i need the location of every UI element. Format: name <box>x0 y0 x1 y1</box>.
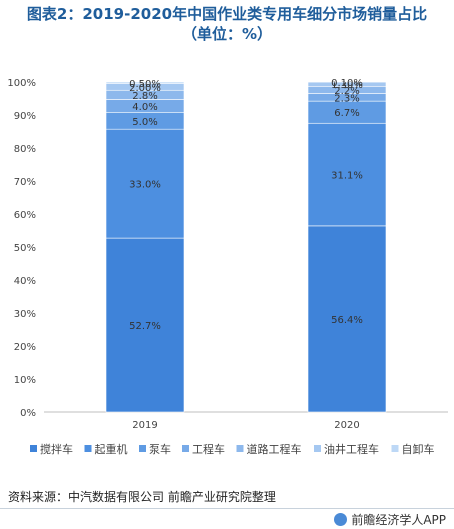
y-tick-label: 30% <box>14 309 36 320</box>
legend-label: 泵车 <box>149 442 171 456</box>
chart-title: 图表2：2019-2020年中国作业类专用车细分市场销量占比 （单位：%） <box>0 4 454 44</box>
brand-logo-icon <box>334 513 348 526</box>
y-tick-label: 10% <box>14 375 36 386</box>
legend-label: 搅拌车 <box>40 442 73 456</box>
data-label: 2.3% <box>334 93 359 104</box>
y-tick-label: 40% <box>14 276 36 287</box>
legend-swatch <box>139 445 146 452</box>
data-label: 4.0% <box>132 102 157 113</box>
y-tick-label: 90% <box>14 111 36 122</box>
brand-footer: 前瞻经济学人APP <box>334 511 446 528</box>
legend-label: 自卸车 <box>402 442 435 456</box>
chart-title-line2: （单位：%） <box>181 25 273 43</box>
legend-label: 油井工程车 <box>324 442 379 456</box>
y-tick-label: 100% <box>7 78 36 89</box>
legend-label: 道路工程车 <box>247 442 302 456</box>
data-label: 52.7% <box>129 321 161 332</box>
data-label: 56.4% <box>331 315 363 326</box>
legend-swatch <box>236 445 244 452</box>
y-tick-label: 80% <box>14 144 36 155</box>
footer-divider <box>0 508 454 509</box>
y-tick-label: 60% <box>14 210 36 221</box>
legend-swatch <box>30 445 37 452</box>
data-label: 0.10% <box>331 78 363 89</box>
data-label: 31.1% <box>331 171 363 182</box>
data-label: 0.50% <box>129 79 161 90</box>
bar-segment <box>307 122 387 227</box>
x-tick-label: 2020 <box>334 420 359 431</box>
data-label: 2.8% <box>132 91 157 102</box>
y-tick-label: 50% <box>14 243 36 254</box>
y-tick-label: 70% <box>14 177 36 188</box>
legend-label: 工程车 <box>192 442 225 456</box>
bar-segment <box>307 225 387 413</box>
chart-title-line1: 图表2：2019-2020年中国作业类专用车细分市场销量占比 <box>26 5 428 23</box>
legend-swatch <box>391 445 399 452</box>
data-label: 2.2% <box>334 86 359 97</box>
data-label: 5.0% <box>132 117 157 128</box>
source-note: 资料来源：中汽数据有限公司 前瞻产业研究院整理 <box>8 490 276 504</box>
brand-name: 前瞻经济学人APP <box>351 513 446 527</box>
bar-segment <box>105 81 185 84</box>
data-label: 6.7% <box>334 108 359 119</box>
legend-label: 起重机 <box>95 442 128 456</box>
x-tick-label: 2019 <box>132 420 157 431</box>
stacked-bar-chart: 0% 10% 20% 30% 40% 50% 60% 70% 80% 90% 100% 52.7% 33… <box>7 78 448 456</box>
legend-swatch <box>182 445 189 452</box>
bar-segment <box>105 237 185 413</box>
y-tick-label: 0% <box>20 408 36 419</box>
y-tick-label: 20% <box>14 342 36 353</box>
legend-swatch <box>84 445 92 452</box>
data-label: 33.0% <box>129 180 161 191</box>
legend-swatch <box>314 445 321 452</box>
data-label: 1.30% <box>331 80 363 91</box>
data-label: 2.00% <box>129 83 161 94</box>
